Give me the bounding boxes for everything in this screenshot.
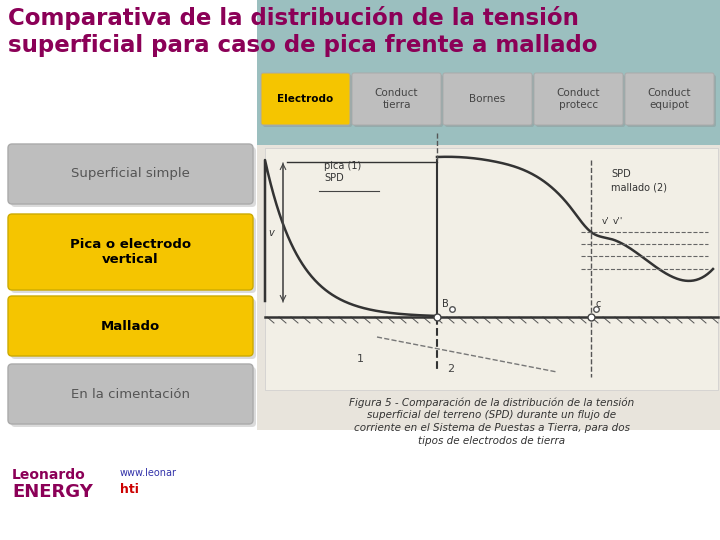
Text: Conduct
protecc: Conduct protecc [557,88,600,110]
FancyBboxPatch shape [625,73,714,125]
Text: c: c [596,299,601,309]
FancyBboxPatch shape [8,296,253,356]
Text: pica (1): pica (1) [324,161,361,171]
FancyBboxPatch shape [352,73,441,125]
FancyBboxPatch shape [11,299,256,359]
FancyBboxPatch shape [8,214,253,290]
Text: v': v' [602,217,610,226]
FancyBboxPatch shape [443,73,532,125]
Bar [257,0,720,145]
Text: superficial del terreno (SPD) durante un flujo de: superficial del terreno (SPD) durante un… [367,410,616,420]
Text: SPD: SPD [611,169,631,179]
Text: SPD: SPD [324,173,343,183]
Text: Conduct
equipot: Conduct equipot [648,88,691,110]
FancyBboxPatch shape [261,73,350,125]
FancyBboxPatch shape [263,75,352,127]
Text: Electrodo: Electrodo [277,94,333,104]
Text: v'': v'' [613,217,624,226]
FancyBboxPatch shape [534,73,623,125]
Text: mallado (2): mallado (2) [611,182,667,192]
FancyBboxPatch shape [8,364,253,424]
FancyBboxPatch shape [354,75,443,127]
Text: corriente en el Sistema de Puestas a Tierra, para dos: corriente en el Sistema de Puestas a Tie… [354,423,629,433]
Text: tipos de electrodos de tierra: tipos de electrodos de tierra [418,436,565,446]
Text: Comparativa de la distribución de la tensión: Comparativa de la distribución de la ten… [8,6,579,30]
Text: Bornes: Bornes [469,94,505,104]
FancyBboxPatch shape [11,217,256,293]
FancyBboxPatch shape [11,367,256,427]
Text: Mallado: Mallado [101,320,160,333]
FancyBboxPatch shape [11,147,256,207]
Text: En la cimentación: En la cimentación [71,388,190,401]
Text: Figura 5 - Comparación de la distribución de la tensión: Figura 5 - Comparación de la distribució… [349,397,634,408]
FancyBboxPatch shape [445,75,534,127]
Text: 1: 1 [357,354,364,364]
Bar [265,148,718,390]
Text: Conduct
tierra: Conduct tierra [374,88,418,110]
Text: Leonardo: Leonardo [12,468,86,482]
Text: ENERGY: ENERGY [12,483,93,501]
Text: www.leonar: www.leonar [120,468,177,478]
Text: hti: hti [120,483,139,496]
Bar [257,430,720,540]
Text: v: v [268,227,274,238]
FancyBboxPatch shape [627,75,716,127]
Text: B: B [442,299,449,309]
Bar [257,145,720,430]
Text: superficial para caso de pica frente a mallado: superficial para caso de pica frente a m… [8,34,598,57]
FancyBboxPatch shape [536,75,625,127]
Text: Pica o electrodo
vertical: Pica o electrodo vertical [70,238,191,266]
Text: Superficial simple: Superficial simple [71,167,190,180]
Text: 2: 2 [447,364,454,374]
FancyBboxPatch shape [8,144,253,204]
